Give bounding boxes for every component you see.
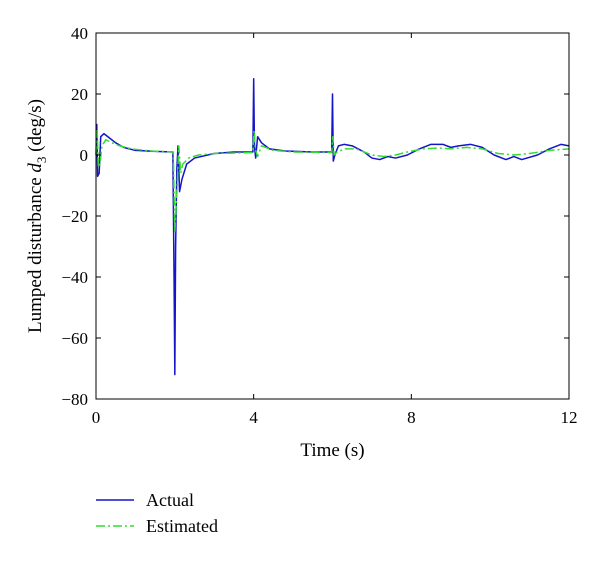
x-tick-label: 0 <box>92 408 101 427</box>
x-tick-label: 12 <box>561 408 578 427</box>
ticks-layer: 0 4 8 12 40 20 0 −20 −40 −60 −80 <box>61 24 577 427</box>
series-line-estimated <box>95 129 570 232</box>
x-axis-title: Time (s) <box>300 440 364 461</box>
y-tick-label: 0 <box>80 146 89 165</box>
plot-background <box>96 33 569 399</box>
y-axis-title-variable: d <box>25 163 46 173</box>
y-tick-label: −20 <box>61 207 88 226</box>
legend-label-estimated: Estimated <box>146 516 218 536</box>
y-axis-title-prefix: Lumped disturbance <box>25 173 46 333</box>
y-tick-label: −80 <box>61 390 88 409</box>
y-tick-label: −60 <box>61 329 88 348</box>
y-axis-title-suffix: (deg/s) <box>25 99 46 157</box>
x-tick-label: 4 <box>249 408 258 427</box>
y-axis-title: Lumped disturbance d3 (deg/s) <box>25 99 49 333</box>
y-tick-label: 40 <box>71 24 88 43</box>
x-tick-label: 8 <box>407 408 416 427</box>
y-tick-label: −40 <box>61 268 88 287</box>
legend-label-actual: Actual <box>146 490 194 510</box>
y-tick-label: 20 <box>71 85 88 104</box>
series-layer <box>95 78 570 376</box>
y-axis-title-subscript: 3 <box>34 157 49 164</box>
legend: Actual Estimated <box>96 490 218 536</box>
